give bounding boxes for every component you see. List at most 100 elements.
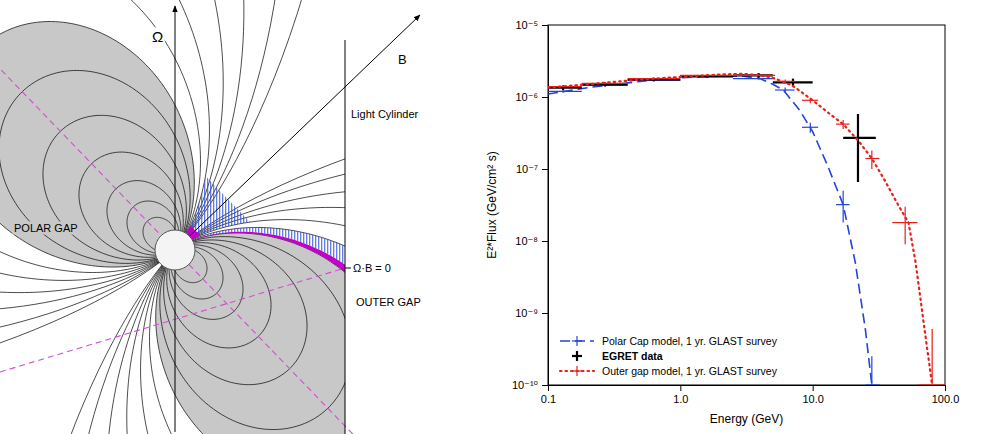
axis-line: [548, 26, 549, 386]
tick-mark: [542, 313, 548, 314]
x-error-bar: [733, 78, 775, 79]
x-error-bar: [733, 75, 775, 76]
x-error-bar: [918, 384, 945, 385]
chart: 0.11.010.0100.010⁻¹⁰10⁻⁹10⁻⁸10⁻⁷10⁻⁶10⁻⁵…: [485, 19, 959, 426]
tick: 100.0: [932, 385, 960, 405]
tick-label: 100.0: [932, 393, 960, 405]
y-error-bar: [785, 80, 786, 84]
label-group: Light Cylinder: [350, 108, 421, 121]
y-axis-title: E²*Flux (GeV/cm² s): [485, 151, 499, 258]
diagram-label: POLAR GAP: [14, 222, 78, 234]
closed-zone: [0, 22, 194, 268]
label-ground: [13, 222, 80, 235]
legend-marker: [576, 336, 577, 346]
tick-label: 10⁻⁹: [515, 307, 538, 319]
series: [548, 76, 880, 385]
tick-mark: [542, 97, 548, 98]
field-line: [150, 227, 345, 434]
y-error-bar: [758, 75, 759, 77]
y-error-bar: [932, 329, 933, 385]
y-error-bar: [785, 88, 786, 93]
tick-mark: [945, 385, 946, 391]
null-surface-line: [0, 268, 345, 372]
field-line: [0, 0, 285, 347]
null-surface-tick: [345, 268, 351, 269]
tick: 1.0: [673, 385, 688, 405]
field-line: [0, 0, 244, 311]
tick-mark: [813, 385, 814, 391]
x-error-bar: [628, 78, 681, 79]
diagram-label: Ω·B = 0: [353, 262, 391, 274]
diagram-inner: [0, 0, 345, 434]
outer-gap: [197, 232, 345, 422]
legend-item: Polar Cap model, 1 yr. GLAST survey: [560, 335, 778, 347]
x-axis: 0.11.010.0100.0: [541, 385, 959, 405]
tick-label: 10⁻⁵: [515, 19, 538, 31]
x-error-bar: [548, 86, 582, 87]
y-error-bar: [604, 82, 605, 84]
y-error-bar: [810, 123, 811, 133]
diagram-label: Light Cylinder: [351, 108, 419, 120]
field-line: [0, 0, 345, 408]
model-curve: [548, 76, 872, 385]
label-group: Ω·B = 0: [352, 262, 393, 275]
tick: 10⁻⁹: [515, 307, 548, 319]
label-group: OUTER GAP: [355, 296, 423, 309]
tick-mark: [548, 385, 549, 391]
model-curve: [548, 74, 932, 385]
tick-label: 10⁻⁸: [515, 235, 538, 247]
tick-label: 10⁻⁷: [516, 163, 538, 175]
tick-label: 0.1: [541, 393, 556, 405]
y-error-bar: [653, 78, 654, 80]
legend: Polar Cap model, 1 yr. GLAST surveyEGRET…: [560, 335, 778, 377]
diagram-label: B: [398, 52, 407, 67]
y-axis: 10⁻¹⁰ 10⁻⁹ 10⁻⁸ 10⁻⁷ 10⁻⁶ 10⁻⁵: [512, 19, 549, 391]
tick: 10⁻⁶: [515, 91, 548, 103]
tick: 10⁻⁷: [516, 163, 548, 175]
rotation-axis: [175, 6, 176, 432]
label-group: POLAR GAP: [13, 222, 80, 235]
y-error-bar: [843, 191, 844, 223]
y-error-bar: [707, 75, 708, 77]
figure: Ω B Light Cylinder Ω·B = 0 POLAR GAP OUTER GA…: [0, 0, 994, 434]
field-line: [0, 92, 345, 434]
tick-mark: [542, 241, 548, 242]
label-ground: [350, 108, 421, 121]
magnetic-axis: [175, 15, 420, 250]
label-group: Ω: [151, 28, 165, 46]
tick-mark: [680, 385, 681, 391]
field-line: [0, 0, 223, 293]
plot-frame: [548, 25, 945, 385]
field-line: [65, 153, 345, 434]
field-line: [0, 0, 200, 273]
axis-line: [549, 385, 946, 386]
y-error-bar: [905, 207, 906, 245]
legend-marker: [576, 366, 577, 376]
tick-mark: [542, 385, 548, 386]
y-error-bar: [843, 120, 844, 129]
tick-mark: [542, 25, 548, 26]
y-error-bar: [562, 90, 563, 93]
tick: 10⁻⁵: [515, 19, 548, 31]
y-error-bar: [871, 151, 872, 169]
field-line: [0, 0, 209, 280]
legend-label: Outer gap model, 1 yr. GLAST survey: [602, 365, 778, 377]
y-error-bar: [810, 98, 811, 104]
tick-label: 10⁻⁶: [515, 91, 538, 103]
legend-label: Polar Cap model, 1 yr. GLAST survey: [602, 335, 778, 347]
label-ground: [397, 52, 409, 68]
tick: 10⁻¹⁰: [512, 379, 548, 391]
x-error-bar: [548, 91, 582, 92]
neutron-star: [155, 230, 195, 270]
field-line: [141, 220, 345, 434]
tick-label: 1.0: [673, 393, 688, 405]
diagram-label: OUTER GAP: [356, 296, 421, 308]
diagram-label: Ω: [152, 28, 163, 45]
legend-item: Outer gap model, 1 yr. GLAST survey: [560, 365, 778, 377]
label-ground: [352, 262, 393, 275]
series: [548, 74, 945, 385]
y-error-bar: [871, 356, 872, 385]
y-error-bar: [857, 114, 859, 182]
tick: 10⁻⁸: [515, 235, 548, 247]
y-error-bar: [758, 78, 759, 80]
